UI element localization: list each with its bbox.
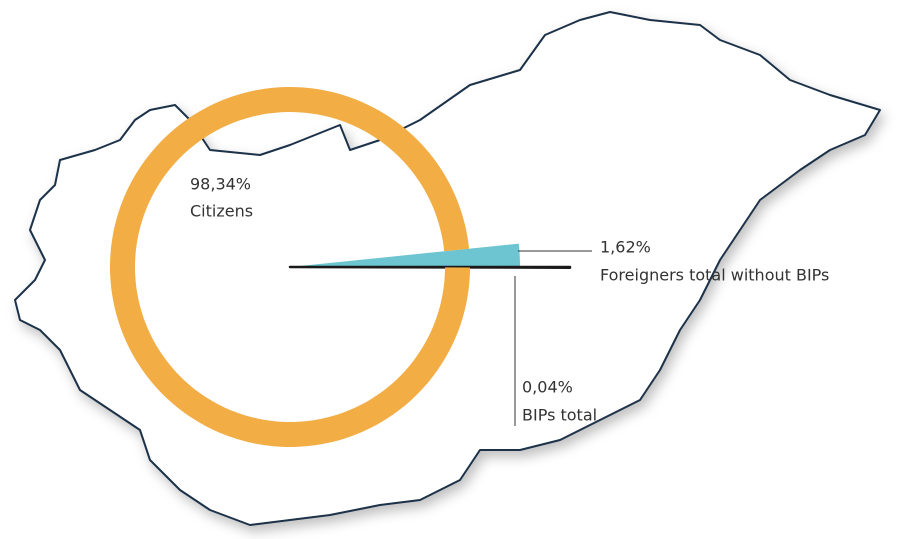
- category-label: Citizens: [190, 202, 253, 221]
- pie: [110, 87, 572, 447]
- pie-slice: [290, 243, 520, 267]
- value-label: 1,62%: [600, 238, 651, 257]
- category-label: Foreigners total without BIPs: [600, 266, 829, 285]
- pie-slice: [288, 265, 572, 269]
- category-label: BIPs total: [522, 406, 597, 425]
- value-label: 0,04%: [522, 378, 573, 397]
- value-label: 98,34%: [190, 175, 251, 194]
